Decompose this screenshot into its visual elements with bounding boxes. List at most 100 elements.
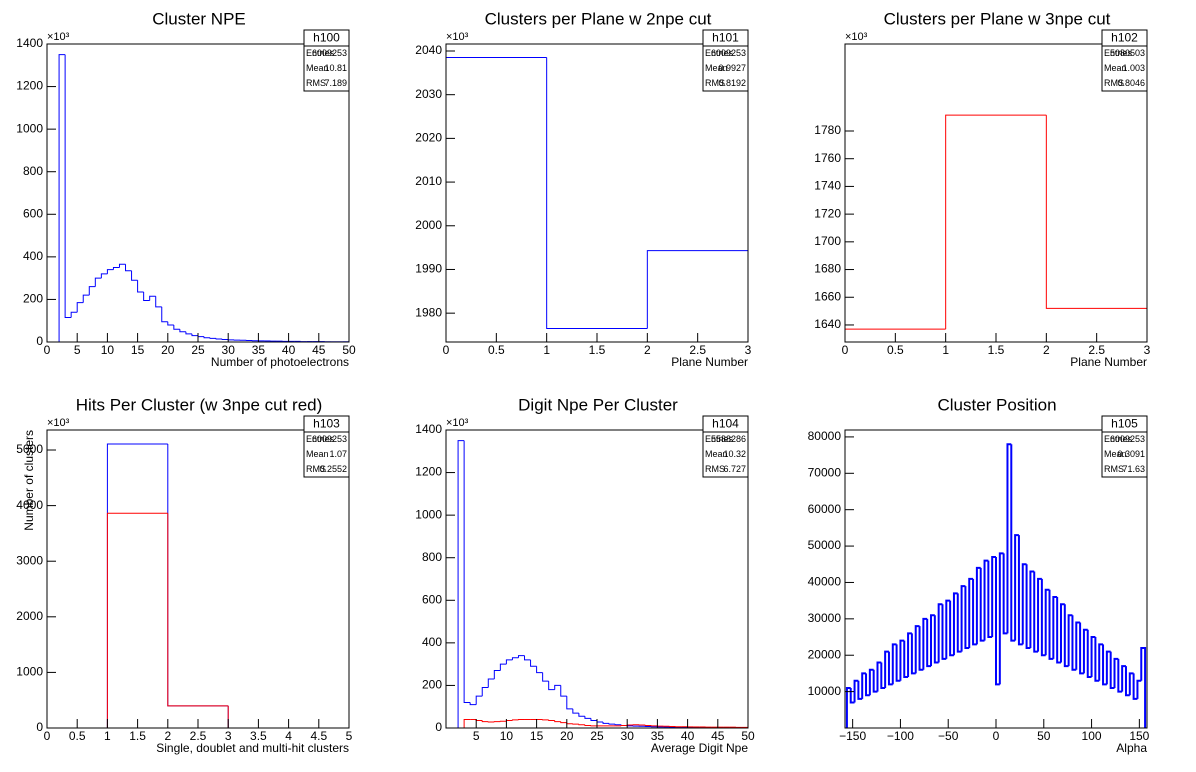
x-tick-label: 4.5	[310, 729, 327, 743]
y-tick-label: 1400	[16, 36, 43, 50]
x-tick-label: 10	[101, 343, 115, 357]
stats-value: 0.8046	[1117, 78, 1145, 88]
histogram-bin	[1040, 578, 1046, 657]
stats-value: 6009253	[1110, 434, 1145, 444]
histogram-bin	[566, 696, 573, 710]
x-axis-label: Number of photoelectrons	[211, 355, 349, 369]
stats-box	[303, 29, 350, 92]
y-tick-label: 1640	[814, 317, 841, 331]
histogram-bin	[143, 291, 150, 301]
x-tick-label: 20	[161, 343, 175, 357]
histogram-bin	[1132, 673, 1138, 700]
chart-title: Digit Npe Per Cluster	[518, 395, 678, 414]
stats-label: Entries	[705, 434, 734, 444]
x-tick-label: 1.5	[988, 343, 1005, 357]
y-tick-label: 1760	[814, 151, 841, 165]
histogram-bin	[930, 614, 935, 667]
histogram-bin	[1075, 621, 1081, 670]
stats-name: h103	[313, 417, 340, 431]
histogram-bin	[536, 666, 543, 674]
y-tick-label: 5000	[16, 442, 43, 456]
histogram-bin	[1029, 570, 1035, 648]
y-tick-label: 10000	[808, 684, 842, 698]
x-tick-label: 0.5	[69, 729, 86, 743]
stats-value: 6.727	[723, 464, 746, 474]
y-tick-label: 70000	[808, 465, 842, 479]
histogram-bin	[880, 662, 886, 689]
x-tick-label: 50	[342, 343, 356, 357]
y-tick-label: 800	[422, 550, 442, 564]
y-tick-label: 30000	[808, 611, 842, 625]
histogram-bin	[949, 600, 954, 657]
histogram-bin	[952, 592, 958, 656]
histogram-bin	[1045, 115, 1148, 342]
histogram-bin	[106, 269, 114, 274]
histogram-bin	[546, 57, 648, 329]
histogram-bin	[76, 302, 84, 313]
y-tick-label: 2000	[16, 609, 43, 623]
histogram-bin	[608, 723, 616, 725]
x-tick-label: 0	[44, 343, 51, 357]
histogram-bin	[100, 273, 108, 279]
histogram-bin	[511, 657, 519, 660]
histogram-bin	[1014, 534, 1019, 641]
histogram-bin	[865, 673, 870, 697]
y-tick-label: 1200	[16, 79, 43, 93]
histogram-bin	[987, 560, 993, 639]
histogram-bin	[1086, 629, 1092, 679]
histogram-bin	[167, 321, 174, 326]
x-axis-label: Plane Number	[671, 355, 748, 369]
stats-box	[1101, 29, 1148, 92]
x-axis-label: Plane Number	[1070, 355, 1147, 369]
chart-title: Cluster NPE	[152, 9, 246, 28]
y-tick-label: 20000	[808, 647, 842, 661]
histogram-bin	[933, 615, 939, 664]
histogram-bin	[88, 286, 96, 296]
histogram-bin	[511, 719, 519, 721]
stats-label: Mean	[306, 449, 329, 459]
chart-title: Clusters per Plane w 2npe cut	[485, 9, 712, 28]
histogram-bin	[1059, 603, 1065, 663]
histogram-bin	[524, 655, 531, 661]
histogram-bin	[903, 640, 909, 679]
histogram-bin	[215, 338, 223, 340]
y-tick-label: 1400	[415, 422, 442, 436]
y-tick-label: 2020	[415, 131, 442, 145]
x-tick-label: 150	[1129, 729, 1149, 743]
x-tick-label: 5	[74, 343, 81, 357]
histogram-bin	[964, 586, 970, 649]
x-tick-label: 35	[252, 343, 266, 357]
stats-box	[1101, 415, 1148, 478]
x-tick-label: 2	[1043, 343, 1050, 357]
x-tick-label: 2	[644, 343, 651, 357]
y-tick-label: 1000	[16, 121, 43, 135]
histogram-bin	[209, 337, 217, 339]
histogram-bin	[614, 724, 622, 726]
x-tick-label: 3.5	[250, 729, 267, 743]
y-tick-label: 0	[435, 720, 442, 734]
stats-value: 1.003	[1122, 63, 1145, 73]
y-tick-label: 2030	[415, 87, 442, 101]
y-tick-label: 2000	[415, 218, 442, 232]
histogram-bin	[469, 702, 477, 706]
x-tick-label: 1.5	[129, 729, 146, 743]
histogram-bin	[493, 670, 501, 680]
histogram-bin	[517, 655, 525, 658]
histogram-bin	[155, 296, 162, 308]
stats-value: 6009253	[312, 434, 347, 444]
histogram-bin	[1017, 535, 1023, 646]
histogram-bin	[1094, 637, 1100, 682]
histogram-bin	[849, 687, 855, 704]
x-tick-label: 100	[1082, 729, 1102, 743]
histogram-bin	[167, 513, 229, 707]
y-tick-label: 1000	[415, 507, 442, 521]
histogram-bin	[548, 719, 555, 722]
histogram-bin	[1010, 444, 1016, 642]
x-tick-label: 40	[282, 343, 296, 357]
y-tick-label: 1990	[415, 262, 442, 276]
histogram-bin	[118, 263, 126, 268]
stats-value: 0.3091	[1117, 449, 1145, 459]
histogram-bin	[475, 695, 483, 705]
histogram-bin	[179, 329, 186, 333]
histogram-bin	[872, 669, 878, 693]
